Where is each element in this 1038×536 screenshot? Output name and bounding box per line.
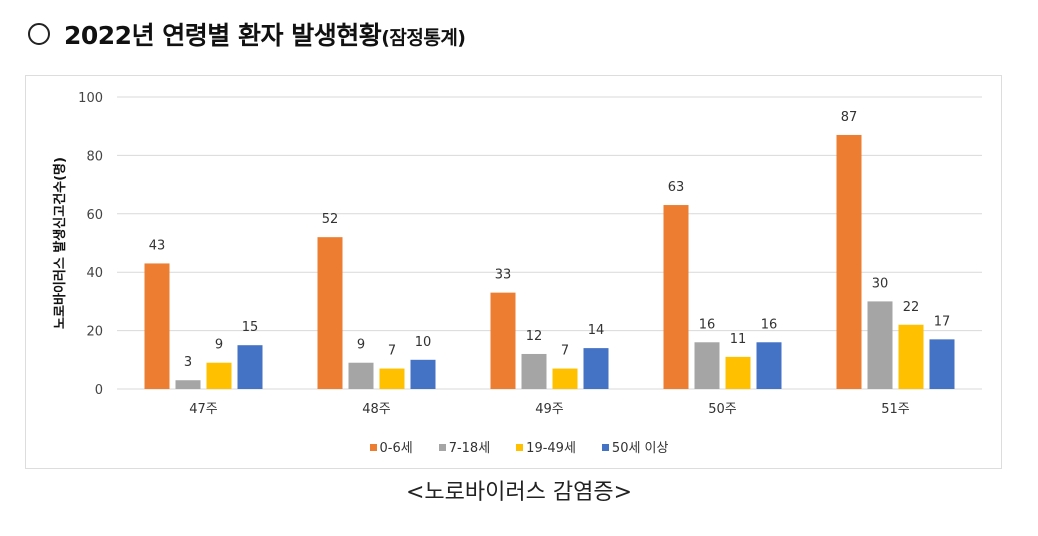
y-tick-label: 40: [86, 266, 103, 281]
data-label: 15: [242, 320, 259, 335]
data-label: 11: [730, 332, 747, 347]
bar: [490, 292, 516, 389]
x-tick-label: 47주: [189, 402, 218, 417]
y-tick-label: 0: [95, 383, 103, 398]
bar: [175, 380, 201, 389]
bar: [348, 362, 374, 389]
bar: [144, 263, 170, 389]
data-label: 10: [415, 335, 432, 350]
x-tick-label: 48주: [362, 402, 391, 417]
legend-label: 7-18세: [448, 441, 491, 456]
data-label: 22: [903, 300, 920, 315]
bar: [317, 237, 343, 389]
data-label: 63: [668, 180, 685, 195]
bar: [206, 362, 232, 389]
chart-caption: <노로바이러스 감염증>: [405, 480, 633, 505]
legend-swatch: [601, 444, 609, 451]
bar: [583, 348, 609, 389]
data-label: 52: [322, 212, 339, 227]
legend-item: 50세 이상: [601, 441, 669, 456]
bar: [725, 356, 751, 389]
x-tick-label: 49주: [535, 402, 564, 417]
bar: [663, 205, 689, 389]
y-tick-label: 100: [78, 91, 103, 106]
bar: [929, 339, 955, 389]
legend-label: 19-49세: [526, 441, 576, 456]
legend-label: 50세 이상: [611, 441, 669, 456]
bar: [521, 353, 547, 389]
data-label: 43: [149, 238, 166, 253]
y-tick-label: 60: [86, 208, 103, 223]
legend-item: 19-49세: [516, 441, 576, 456]
bar: [756, 342, 782, 389]
data-label: 9: [357, 338, 365, 353]
title-text: 2022년 연령별 환자 발생현황: [64, 21, 382, 50]
data-label: 9: [215, 338, 223, 353]
bar: [237, 345, 263, 389]
y-tick-label: 20: [86, 325, 103, 340]
data-label: 14: [588, 323, 605, 338]
circle-bullet-icon: [28, 23, 50, 45]
x-tick-label: 51주: [881, 402, 910, 417]
data-label: 87: [841, 110, 858, 125]
data-label: 16: [699, 317, 716, 332]
data-label: 7: [561, 344, 569, 359]
data-label: 17: [934, 314, 951, 329]
data-label: 12: [526, 329, 543, 344]
bar: [898, 324, 924, 389]
x-tick-label: 50주: [708, 402, 737, 417]
bar: [410, 359, 436, 389]
legend-item: 7-18세: [438, 441, 491, 456]
bar: [552, 368, 578, 389]
bar: [836, 134, 862, 389]
data-label: 7: [388, 344, 396, 359]
bar: [694, 342, 720, 389]
data-label: 16: [761, 317, 778, 332]
y-axis-label: 노로바이러스 발생신고건수(명): [52, 157, 68, 329]
legend-swatch: [369, 444, 377, 451]
data-label: 3: [184, 355, 192, 370]
legend-swatch: [516, 444, 524, 451]
legend-swatch: [438, 444, 446, 451]
title-suffix: (잠정통계): [381, 27, 466, 49]
bar: [379, 368, 405, 389]
chart-frame: [25, 75, 1002, 469]
y-tick-label: 80: [86, 149, 103, 164]
legend: 0-6세 7-18세 19-49세 50세 이상: [0, 437, 1038, 456]
legend-item: 0-6세: [369, 441, 413, 456]
data-label: 33: [495, 268, 512, 283]
legend-label: 0-6세: [379, 441, 413, 456]
bar: [867, 301, 893, 389]
page-title: 2022년 연령별 환자 발생현황(잠정통계): [28, 16, 466, 52]
data-label: 30: [872, 276, 889, 291]
